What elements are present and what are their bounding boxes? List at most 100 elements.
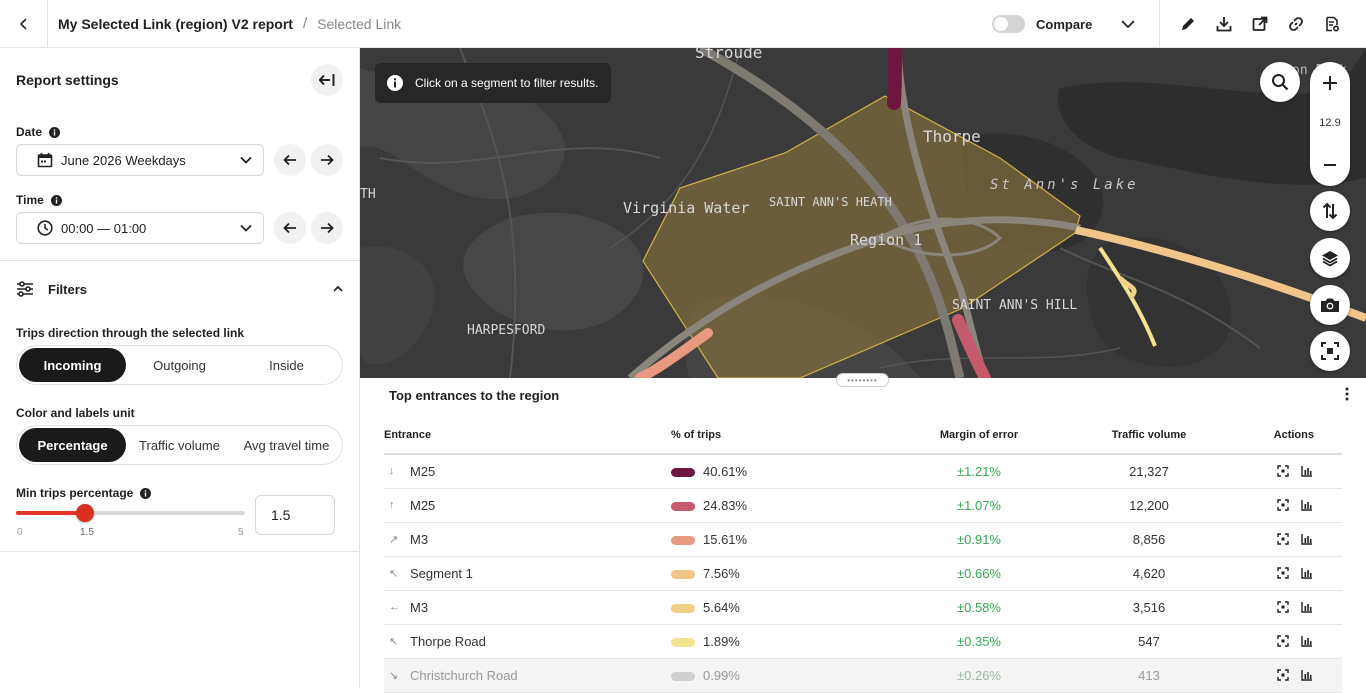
table-row[interactable]: ↖ Segment 1 7.56% ±0.66% 4,620	[384, 556, 1342, 591]
direction-arrow-icon: ←	[384, 590, 410, 625]
layers-button[interactable]	[1310, 238, 1350, 278]
col-margin-of-error[interactable]: Margin of error	[889, 416, 1069, 455]
row-actions	[1229, 488, 1342, 523]
segment-chart-icon[interactable]	[1301, 533, 1313, 545]
info-icon	[387, 75, 403, 91]
col-traffic-volume[interactable]: Traffic volume	[1069, 416, 1229, 455]
zoom-to-segment-icon[interactable]	[1277, 567, 1289, 579]
zoom-in-button[interactable]	[1310, 62, 1350, 104]
chevron-left-icon	[17, 17, 31, 31]
download-icon[interactable]	[1206, 6, 1242, 42]
map-label-thorpe: Thorpe	[923, 127, 981, 146]
compare-control: Compare	[992, 0, 1136, 48]
open-external-icon[interactable]	[1242, 6, 1278, 42]
zoom-to-segment-icon[interactable]	[1277, 635, 1289, 647]
clock-icon	[37, 220, 53, 236]
direction-arrow-icon: ↖	[384, 556, 410, 591]
compare-toggle[interactable]	[992, 15, 1025, 33]
min-trips-label-row: Min trips percentage	[16, 486, 152, 500]
fit-bounds-button[interactable]	[1310, 331, 1350, 371]
resize-handle[interactable]: ••••••••	[836, 373, 889, 387]
info-icon[interactable]	[140, 487, 152, 499]
swap-direction-button[interactable]	[1310, 191, 1350, 231]
margin-of-error: ±0.26%	[889, 658, 1069, 693]
link-icon[interactable]	[1278, 6, 1314, 42]
direction-outgoing-option[interactable]: Outgoing	[153, 357, 206, 373]
table-row[interactable]: ↖ Thorpe Road 1.89% ±0.35% 547	[384, 624, 1342, 659]
info-icon[interactable]	[50, 194, 62, 206]
color-swatch	[671, 637, 695, 647]
filters-title: Filters	[48, 281, 88, 297]
zoom-to-segment-icon[interactable]	[1277, 669, 1289, 681]
direction-arrow-icon: ↗	[384, 522, 410, 557]
unit-avg-travel-time-option[interactable]: Avg travel time	[243, 437, 330, 453]
direction-inside-option[interactable]: Inside	[269, 357, 304, 373]
more-options-icon[interactable]	[1345, 387, 1349, 401]
unit-traffic-volume-option[interactable]: Traffic volume	[139, 437, 220, 453]
segment-chart-icon[interactable]	[1301, 669, 1313, 681]
segment-chart-icon[interactable]	[1301, 465, 1313, 477]
min-trips-label: Min trips percentage	[16, 486, 134, 500]
time-value: 00:00 — 01:00	[61, 220, 147, 236]
map-label-region: Region 1	[850, 231, 923, 249]
table-row[interactable]: ↘ Christchurch Road 0.99% ±0.26% 413	[384, 658, 1342, 693]
report-settings-icon[interactable]	[1314, 6, 1350, 42]
time-previous-button[interactable]	[274, 212, 306, 244]
date-select[interactable]: June 2026 Weekdays	[16, 144, 264, 176]
segment-chart-icon[interactable]	[1301, 567, 1313, 579]
table-row[interactable]: ↓ M25 40.61% ±1.21% 21,327	[384, 454, 1342, 489]
date-next-button[interactable]	[311, 144, 343, 176]
time-label: Time	[16, 193, 44, 207]
min-trips-slider[interactable]	[16, 504, 245, 522]
results-panel: Top entrances to the region Entrance % o…	[360, 378, 1366, 693]
arrow-right-icon	[320, 222, 334, 234]
segment-chart-icon[interactable]	[1301, 635, 1313, 647]
table-header-row: Entrance % of trips Margin of error Traf…	[384, 416, 1342, 455]
margin-of-error: ±0.66%	[889, 556, 1069, 591]
zoom-to-segment-icon[interactable]	[1277, 601, 1289, 613]
segment-chart-icon[interactable]	[1301, 601, 1313, 613]
slider-max-label: 5	[238, 527, 244, 538]
direction-incoming-option[interactable]: Incoming	[19, 348, 126, 382]
map[interactable]: Stroude Thorpe St Ann's Lake Virginia Wa…	[360, 48, 1366, 378]
col-entrance[interactable]: Entrance	[384, 416, 671, 455]
zoom-to-segment-icon[interactable]	[1277, 465, 1289, 477]
screenshot-button[interactable]	[1310, 285, 1350, 325]
info-icon[interactable]	[49, 126, 61, 138]
edit-icon[interactable]	[1170, 6, 1206, 42]
table-row[interactable]: ↑ M25 24.83% ±1.07% 12,200	[384, 488, 1342, 523]
table-row[interactable]: ↗ M3 15.61% ±0.91% 8,856	[384, 522, 1342, 557]
col-percent-trips[interactable]: % of trips	[671, 416, 889, 455]
date-previous-button[interactable]	[274, 144, 306, 176]
map-label-saint-anns-hill: SAINT ANN'S HILL	[952, 298, 1078, 313]
collapse-panel-button[interactable]	[311, 64, 343, 96]
minus-icon	[1324, 164, 1336, 166]
min-trips-input[interactable]: 1.5	[255, 495, 335, 535]
time-next-button[interactable]	[311, 212, 343, 244]
row-actions	[1229, 454, 1342, 489]
entrance-name: Segment 1	[410, 556, 671, 591]
margin-of-error: ±1.07%	[889, 488, 1069, 523]
chevron-down-icon[interactable]	[1120, 16, 1136, 32]
table-row[interactable]: ← M3 5.64% ±0.58% 3,516	[384, 590, 1342, 625]
calendar-icon	[37, 152, 53, 168]
segment-chart-icon[interactable]	[1301, 499, 1313, 511]
time-select[interactable]: 00:00 — 01:00	[16, 212, 264, 244]
breadcrumb-separator: /	[302, 15, 308, 32]
entrance-name: M3	[410, 522, 671, 557]
back-button[interactable]	[0, 0, 48, 48]
unit-toggle: Percentage Traffic volume Avg travel tim…	[16, 425, 343, 465]
unit-percentage-option[interactable]: Percentage	[19, 428, 126, 462]
search-icon	[1271, 73, 1289, 91]
slider-thumb[interactable]	[75, 504, 94, 522]
zoom-to-segment-icon[interactable]	[1277, 499, 1289, 511]
map-label-virginia-water: Virginia Water	[623, 199, 750, 217]
map-search-button[interactable]	[1260, 62, 1300, 102]
percent-trips: 0.99%	[671, 658, 889, 693]
chevron-up-icon[interactable]	[332, 283, 344, 295]
header-actions	[1170, 0, 1350, 48]
zoom-to-segment-icon[interactable]	[1277, 533, 1289, 545]
zoom-out-button[interactable]	[1310, 144, 1350, 186]
row-actions	[1229, 556, 1342, 591]
filters-header[interactable]: Filters	[16, 281, 344, 297]
